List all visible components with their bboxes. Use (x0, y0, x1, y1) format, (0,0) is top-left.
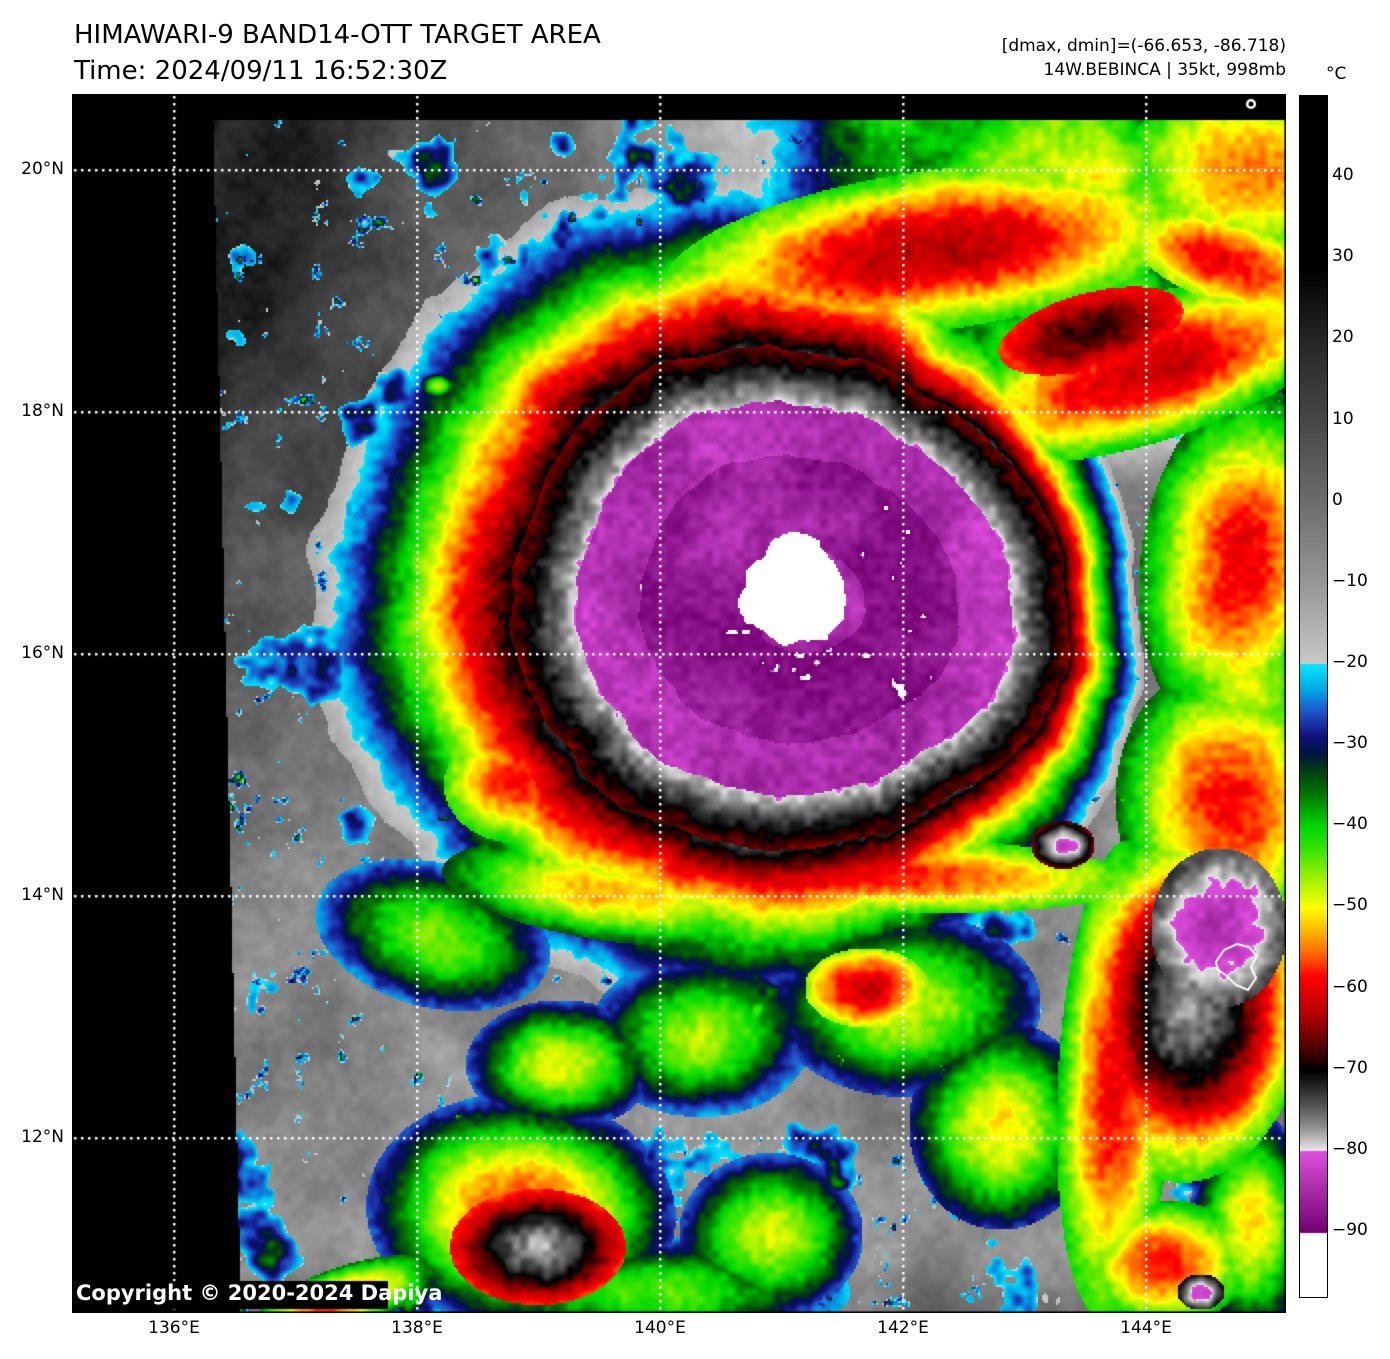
colorbar-tick-label: −10 (1332, 570, 1368, 591)
lat-tick-label: 14°N (21, 885, 64, 905)
copyright-text: Copyright © 2020-2024 Dapiya (76, 1281, 443, 1305)
colorbar-tick-label: −40 (1332, 814, 1368, 835)
lon-tick-label: 144°E (1120, 1318, 1172, 1338)
colorbar-tick-label: 30 (1332, 246, 1354, 267)
annotation-storm-info: 14W.BEBINCA | 35kt, 998mb (1043, 60, 1286, 80)
colorbar-tick-label: 10 (1332, 408, 1354, 429)
lat-tick-label: 16°N (21, 643, 64, 663)
timestamp-line: Time: 2024/09/11 16:52:30Z (74, 56, 448, 86)
annotation-dmax-dmin: [dmax, dmin]=(-66.653, -86.718) (1001, 36, 1286, 56)
colorbar-tick-label: −60 (1332, 976, 1368, 997)
page-title: HIMAWARI-9 BAND14-OTT TARGET AREA (74, 20, 601, 50)
satellite-map-canvas (72, 94, 1286, 1313)
colorbar-tick-label: 40 (1332, 165, 1354, 186)
colorbar-tick-label: −70 (1332, 1057, 1368, 1078)
colorbar-tick-label: 0 (1332, 489, 1343, 510)
colorbar-tick-label: −30 (1332, 733, 1368, 754)
colorbar-tick-label: −50 (1332, 895, 1368, 916)
colorbar-tick-label: 20 (1332, 327, 1354, 348)
lon-tick-label: 136°E (148, 1318, 200, 1338)
lon-tick-label: 140°E (634, 1318, 686, 1338)
colorbar-canvas (1299, 95, 1328, 1298)
lat-tick-label: 20°N (21, 159, 64, 179)
colorbar-tick-label: −90 (1332, 1220, 1368, 1241)
lon-tick-label: 138°E (391, 1318, 443, 1338)
lon-tick-label: 142°E (877, 1318, 929, 1338)
lat-tick-label: 18°N (21, 401, 64, 421)
colorbar-unit-label: °C (1326, 64, 1347, 84)
lat-tick-label: 12°N (21, 1127, 64, 1147)
colorbar-tick-label: −20 (1332, 652, 1368, 673)
colorbar-tick-label: −80 (1332, 1138, 1368, 1159)
